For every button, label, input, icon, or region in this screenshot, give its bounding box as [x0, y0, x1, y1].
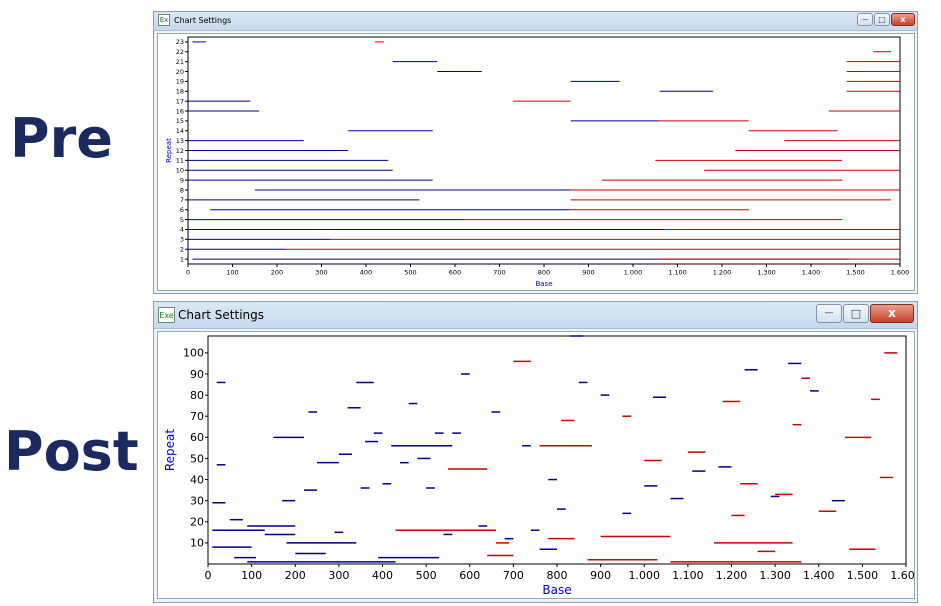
x-tick-label: 100 [226, 269, 238, 277]
window-title: Chart Settings [178, 308, 265, 322]
y-tick-label: 1 [180, 255, 184, 263]
x-tick-label: 700 [493, 269, 505, 277]
close-button[interactable]: x [870, 304, 914, 323]
y-tick-label: 22 [176, 48, 184, 56]
pre-label: Pre [10, 107, 113, 170]
x-tick-label: 1.200 [713, 269, 732, 277]
x-tick-label: 600 [459, 569, 480, 582]
x-tick-label: 400 [372, 569, 393, 582]
x-tick-label: 300 [328, 569, 349, 582]
x-tick-label: 1.500 [846, 269, 865, 277]
x-tick-label: 1.400 [802, 269, 821, 277]
x-tick-label: 800 [538, 269, 550, 277]
y-tick-label: 70 [190, 410, 204, 423]
app-icon: Exe [158, 307, 175, 323]
y-tick-label: 17 [176, 97, 184, 105]
post-window-titlebar[interactable]: Exe Chart Settings — □ x [154, 302, 917, 329]
y-tick-label: 100 [183, 347, 204, 360]
x-axis-label: Base [542, 583, 571, 597]
window-title: Chart Settings [174, 16, 232, 25]
y-tick-label: 60 [190, 431, 204, 444]
y-tick-label: 5 [180, 216, 184, 224]
y-tick-label: 4 [180, 226, 184, 234]
y-tick-label: 13 [176, 137, 184, 145]
x-tick-label: 200 [271, 269, 283, 277]
x-tick-label: 1.300 [757, 269, 776, 277]
x-tick-label: 100 [241, 569, 262, 582]
y-tick-label: 6 [180, 206, 184, 214]
y-tick-label: 50 [190, 452, 204, 465]
y-tick-label: 12 [176, 147, 184, 155]
x-tick-label: 1.100 [672, 569, 704, 582]
blue-series [212, 335, 845, 563]
x-tick-label: 300 [315, 269, 327, 277]
x-tick-label: 1.200 [716, 569, 748, 582]
y-tick-label: 90 [190, 368, 204, 381]
x-tick-label: 1.000 [629, 569, 661, 582]
y-tick-label: 30 [190, 495, 204, 508]
maximize-button[interactable]: □ [843, 304, 869, 323]
y-tick-label: 21 [176, 58, 184, 66]
pre-repeat-chart: 0 100 200 300 400 500 600 700 800 900 1.000 1.100 1.… [165, 36, 910, 288]
x-tick-label: 0 [205, 569, 212, 582]
red-series [395, 352, 898, 563]
y-tick-label: 15 [176, 117, 184, 125]
x-tick-label: 500 [404, 269, 416, 277]
y-tick-label: 11 [176, 157, 184, 165]
x-tick-label: 700 [503, 569, 524, 582]
y-tick-label: 16 [176, 107, 184, 115]
y-tick-label: 3 [180, 236, 184, 244]
x-tick-label: 1.100 [668, 269, 687, 277]
minimize-button[interactable]: — [816, 304, 842, 323]
post-plot-area: 0 100 200 300 400 500 600 700 800 900 1.000 1.100 1.… [157, 331, 917, 599]
post-label: Post [4, 420, 139, 483]
x-tick-label: 800 [547, 569, 568, 582]
x-tick-label: 200 [285, 569, 306, 582]
x-axis-label: Base [535, 280, 552, 288]
x-tick-label: 500 [416, 569, 437, 582]
maximize-button[interactable]: □ [874, 13, 890, 26]
red-series [285, 41, 900, 260]
x-tick-label: 1.300 [759, 569, 791, 582]
y-tick-label: 20 [190, 516, 204, 529]
y-tick-label: 23 [176, 38, 184, 46]
y-tick-label: 18 [176, 88, 184, 96]
x-tick-label: 0 [186, 269, 190, 277]
x-tick-label: 1.400 [803, 569, 835, 582]
y-axis-label: Repeat [165, 138, 173, 163]
x-tick-label: 1.600 [891, 269, 910, 277]
y-tick-label: 8 [180, 186, 184, 194]
y-tick-label: 14 [176, 127, 184, 135]
y-tick-label: 9 [180, 176, 184, 184]
y-tick-label: 80 [190, 389, 204, 402]
y-tick-label: 2 [180, 245, 184, 253]
minimize-button[interactable]: — [857, 13, 873, 26]
pre-window-titlebar[interactable]: Ex Chart Settings — □ x [154, 12, 917, 31]
pre-plot-area: 0 100 200 300 400 500 600 700 800 900 1.000 1.100 1.… [157, 33, 915, 291]
x-tick-label: 1.000 [624, 269, 643, 277]
y-tick-label: 20 [176, 68, 184, 76]
x-tick-label: 900 [590, 569, 611, 582]
y-tick-label: 10 [176, 167, 184, 175]
pre-chart-window: Ex Chart Settings — □ x 0 100 200 300 400 500… [153, 11, 918, 294]
x-tick-label: 900 [582, 269, 594, 277]
x-tick-label: 1.500 [847, 569, 879, 582]
y-tick-label: 7 [180, 196, 184, 204]
y-tick-label: 10 [190, 537, 204, 550]
y-tick-label: 40 [190, 473, 204, 486]
plot-frame [207, 335, 907, 565]
close-button[interactable]: x [891, 13, 915, 26]
x-tick-label: 400 [360, 269, 372, 277]
app-icon: Ex [158, 14, 170, 26]
y-axis-label: Repeat [163, 429, 177, 472]
y-tick-label: 19 [176, 78, 184, 86]
post-repeat-chart: 0 100 200 300 400 500 600 700 800 900 1.000 1.100 1.… [163, 335, 917, 597]
post-chart-window: Exe Chart Settings — □ x 0 100 200 300 400 50… [153, 301, 918, 603]
x-tick-label: 600 [449, 269, 461, 277]
x-tick-label: 1.600 [890, 569, 914, 582]
